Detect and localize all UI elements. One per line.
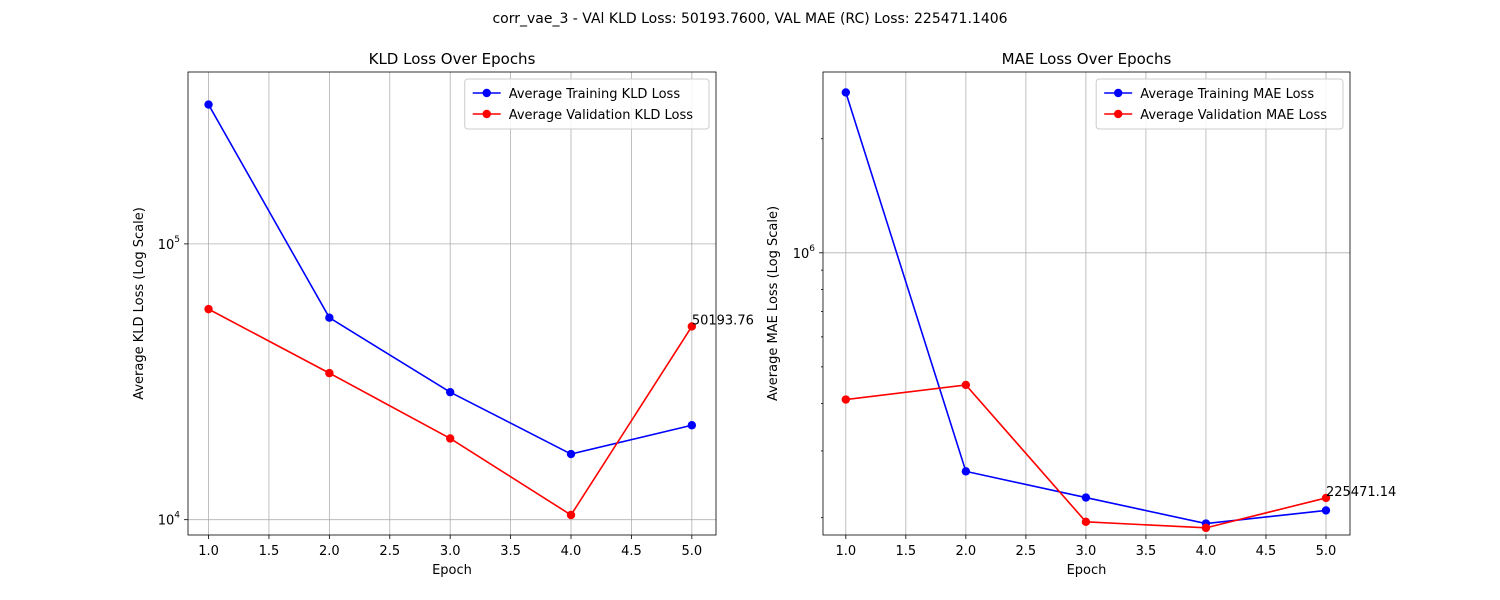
x-tick-label: 2.5	[1016, 544, 1037, 559]
legend-box	[464, 78, 710, 130]
x-tick-label: 3.5	[1136, 544, 1157, 559]
legend-marker	[482, 109, 491, 119]
x-tick-label: 2.0	[956, 544, 977, 559]
data-point	[325, 368, 334, 378]
data-point	[1321, 506, 1331, 515]
legend-label: Average Validation KLD Loss	[509, 108, 693, 123]
plot-area-frame	[187, 71, 717, 536]
data-point	[204, 100, 213, 109]
chart-title: KLD Loss Over Epochs	[369, 50, 536, 68]
data-point	[841, 395, 851, 404]
y-tick-base: 10	[158, 238, 175, 253]
data-point	[687, 421, 697, 430]
data-point	[566, 510, 576, 520]
x-tick-label: 2.5	[379, 544, 400, 559]
x-tick-label: 1.0	[835, 544, 856, 559]
legend: Average Training KLD Loss Average Validat…	[464, 78, 710, 130]
legend-entry: Average Validation KLD Loss	[472, 108, 693, 123]
x-tick-label: 4.0	[1196, 544, 1217, 559]
x-tick-label: 2.0	[319, 544, 340, 559]
value-annotation: 50193.76	[692, 313, 754, 328]
legend-marker	[1113, 88, 1123, 98]
data-point	[445, 434, 455, 443]
mae-loss-chart: 1.0 1.5 2.0 2.5 3.0 3.5 4.0 4.5 5.0 106 MAE Loss O…	[766, 50, 1396, 578]
x-tick-label: 5.0	[1316, 544, 1337, 559]
chart-title: MAE Loss Over Epochs	[1002, 50, 1172, 68]
y-tick-base: 10	[793, 247, 810, 262]
y-tick-label: 105	[158, 235, 180, 253]
x-tick-label: 3.0	[1076, 544, 1097, 559]
x-tick-label: 4.5	[621, 544, 642, 559]
x-axis-label: Epoch	[432, 563, 472, 578]
data-point	[841, 88, 851, 97]
x-tick-label: 3.0	[440, 544, 461, 559]
y-tick-label: 104	[158, 511, 181, 529]
legend-label: Average Validation MAE Loss	[1140, 108, 1327, 123]
y-tick-exponent: 4	[174, 511, 180, 521]
data-point	[325, 313, 334, 322]
y-axis-label: Average KLD Loss (Log Scale)	[132, 207, 147, 400]
y-tick-exponent: 6	[809, 244, 815, 254]
data-point	[445, 387, 455, 397]
y-axis-label: Average MAE Loss (Log Scale)	[766, 206, 781, 401]
legend-entry: Average Training MAE Loss	[1104, 87, 1314, 102]
data-point	[1081, 493, 1091, 502]
data-point	[1201, 523, 1211, 533]
data-point	[204, 304, 213, 314]
x-tick-label: 1.5	[259, 544, 280, 559]
data-point	[566, 449, 576, 459]
legend: Average Training MAE Loss Average Validat…	[1095, 78, 1344, 130]
data-point	[961, 380, 971, 390]
value-annotation: 225471.14	[1326, 485, 1396, 500]
legend-box	[1095, 78, 1344, 130]
y-tick-label: 106	[793, 244, 816, 262]
legend-marker	[1113, 109, 1123, 119]
series-validation	[841, 380, 1331, 533]
legend-marker	[482, 88, 491, 98]
legend-entry: Average Training KLD Loss	[472, 87, 681, 102]
x-tick-label: 1.0	[198, 544, 219, 559]
x-tick-label: 3.5	[500, 544, 521, 559]
x-tick-label: 4.5	[1256, 544, 1277, 559]
legend-label: Average Training MAE Loss	[1140, 87, 1314, 102]
legend-label: Average Training KLD Loss	[509, 87, 681, 102]
plot-area-frame	[822, 71, 1351, 536]
x-tick-label: 4.0	[561, 544, 582, 559]
data-point	[687, 322, 697, 331]
x-axis-label: Epoch	[1067, 563, 1107, 578]
data-point	[1321, 493, 1331, 503]
data-point	[1081, 517, 1091, 527]
series-training	[204, 100, 697, 459]
x-tick-label: 1.5	[895, 544, 916, 559]
figure-title: corr_vae_3 - VAl KLD Loss: 50193.7600, V…	[492, 11, 1007, 27]
y-tick-exponent: 5	[174, 235, 180, 245]
series-validation	[204, 304, 697, 520]
legend-entry: Average Validation MAE Loss	[1104, 108, 1327, 123]
y-tick-base: 10	[158, 514, 175, 529]
data-point	[961, 467, 971, 476]
x-tick-label: 5.0	[681, 544, 702, 559]
